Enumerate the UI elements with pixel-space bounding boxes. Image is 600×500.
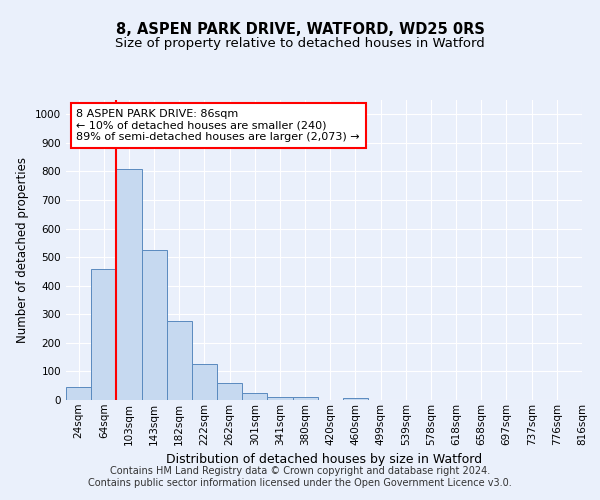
- Bar: [268, 396, 293, 400]
- Bar: [142, 250, 167, 400]
- Bar: [91, 268, 116, 400]
- Bar: [343, 398, 368, 400]
- Text: Size of property relative to detached houses in Watford: Size of property relative to detached ho…: [115, 38, 485, 51]
- Bar: [66, 387, 91, 400]
- X-axis label: Distribution of detached houses by size in Watford: Distribution of detached houses by size …: [166, 453, 482, 466]
- Bar: [217, 383, 242, 400]
- Text: 8 ASPEN PARK DRIVE: 86sqm
← 10% of detached houses are smaller (240)
89% of semi: 8 ASPEN PARK DRIVE: 86sqm ← 10% of detac…: [76, 109, 360, 142]
- Text: 8, ASPEN PARK DRIVE, WATFORD, WD25 0RS: 8, ASPEN PARK DRIVE, WATFORD, WD25 0RS: [116, 22, 484, 38]
- Bar: [242, 393, 268, 400]
- Text: Contains HM Land Registry data © Crown copyright and database right 2024.
Contai: Contains HM Land Registry data © Crown c…: [88, 466, 512, 487]
- Bar: [293, 396, 318, 400]
- Y-axis label: Number of detached properties: Number of detached properties: [16, 157, 29, 343]
- Bar: [192, 364, 217, 400]
- Bar: [167, 322, 192, 400]
- Bar: [116, 168, 142, 400]
